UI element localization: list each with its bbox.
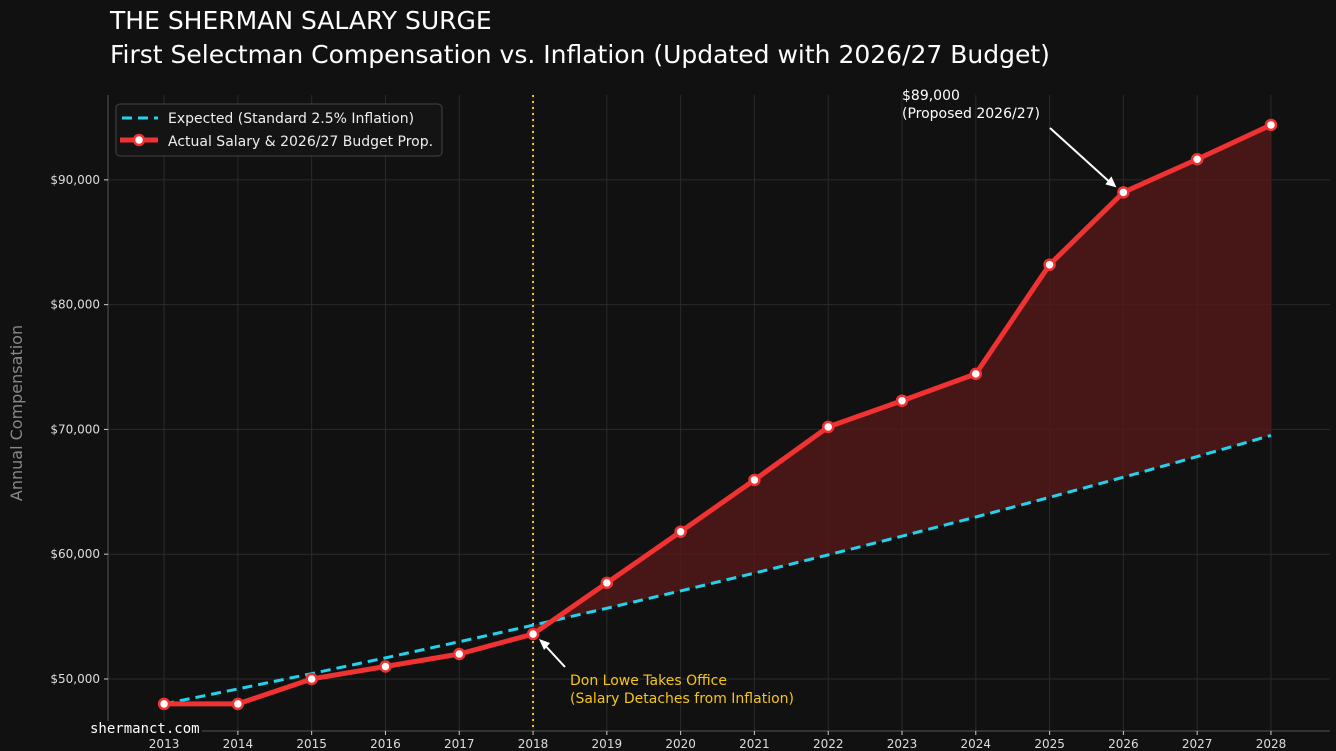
- legend-actual-marker: [132, 133, 146, 147]
- actual-data-point: [1043, 258, 1056, 271]
- actual-data-point: [1117, 186, 1130, 199]
- actual-data-point: [1264, 118, 1278, 132]
- watermark: shermanct.com: [88, 721, 202, 737]
- y-tick-label: $90,000: [50, 173, 100, 187]
- annotation-arrow: [1049, 127, 1115, 187]
- actual-data-point: [969, 367, 983, 381]
- y-tick-label: $50,000: [50, 672, 100, 686]
- actual-data-point: [674, 525, 687, 538]
- x-tick-label: 2023: [887, 737, 918, 751]
- chart-subtitle: First Selectman Compensation vs. Inflati…: [110, 40, 1050, 69]
- chart-title-block: THE SHERMAN SALARY SURGE First Selectman…: [110, 4, 1050, 72]
- expected-series-line: [163, 433, 1272, 706]
- actual-data-point: [1190, 153, 1204, 166]
- actual-data-point: [821, 420, 835, 434]
- annotation-arrowhead: [539, 639, 551, 651]
- y-tick-label: $70,000: [50, 422, 100, 436]
- x-tick-label: 2022: [813, 737, 844, 751]
- actual-data-point: [453, 647, 466, 661]
- y-axis-label: Annual Compensation: [7, 325, 26, 501]
- x-tick-label: 2018: [518, 737, 549, 751]
- actual-data-point: [157, 697, 171, 711]
- actual-data-point: [748, 473, 761, 487]
- x-tick-label: 2014: [223, 737, 254, 751]
- annotation-text: $89,000: [902, 88, 960, 104]
- annotation-text: (Salary Detaches from Inflation): [570, 691, 794, 707]
- x-tick-label: 2017: [444, 737, 475, 751]
- actual-data-point: [526, 627, 540, 641]
- x-tick-label: 2024: [961, 737, 992, 751]
- annotation-arrowhead: [1105, 176, 1117, 188]
- x-tick-label: 2016: [370, 737, 401, 751]
- x-tick-label: 2015: [296, 737, 327, 751]
- x-tick-label: 2026: [1108, 737, 1139, 751]
- actual-data-point: [895, 394, 909, 407]
- x-tick-label: 2019: [592, 737, 623, 751]
- legend-label: Actual Salary & 2026/27 Budget Prop.: [168, 134, 433, 150]
- y-tick-label: $60,000: [50, 547, 100, 561]
- legend-box: [115, 103, 443, 157]
- x-tick-label: 2027: [1182, 737, 1213, 751]
- y-tick-label: $80,000: [50, 298, 100, 312]
- actual-series-line: [164, 122, 1273, 707]
- x-tick-label: 2020: [665, 737, 696, 751]
- legend-label: Expected (Standard 2.5% Inflation): [168, 111, 414, 127]
- x-tick-label: 2021: [739, 737, 770, 751]
- x-tick-label: 2028: [1256, 737, 1287, 751]
- annotation-text: Don Lowe Takes Office: [570, 673, 727, 689]
- actual-data-point: [231, 697, 245, 711]
- chart-title: THE SHERMAN SALARY SURGE: [110, 6, 492, 35]
- annotation-text: (Proposed 2026/27): [902, 106, 1040, 122]
- actual-data-point: [600, 576, 614, 590]
- actual-data-point: [305, 672, 318, 686]
- x-tick-label: 2025: [1034, 737, 1065, 751]
- actual-data-point: [379, 660, 392, 673]
- x-tick-label: 2013: [149, 737, 180, 751]
